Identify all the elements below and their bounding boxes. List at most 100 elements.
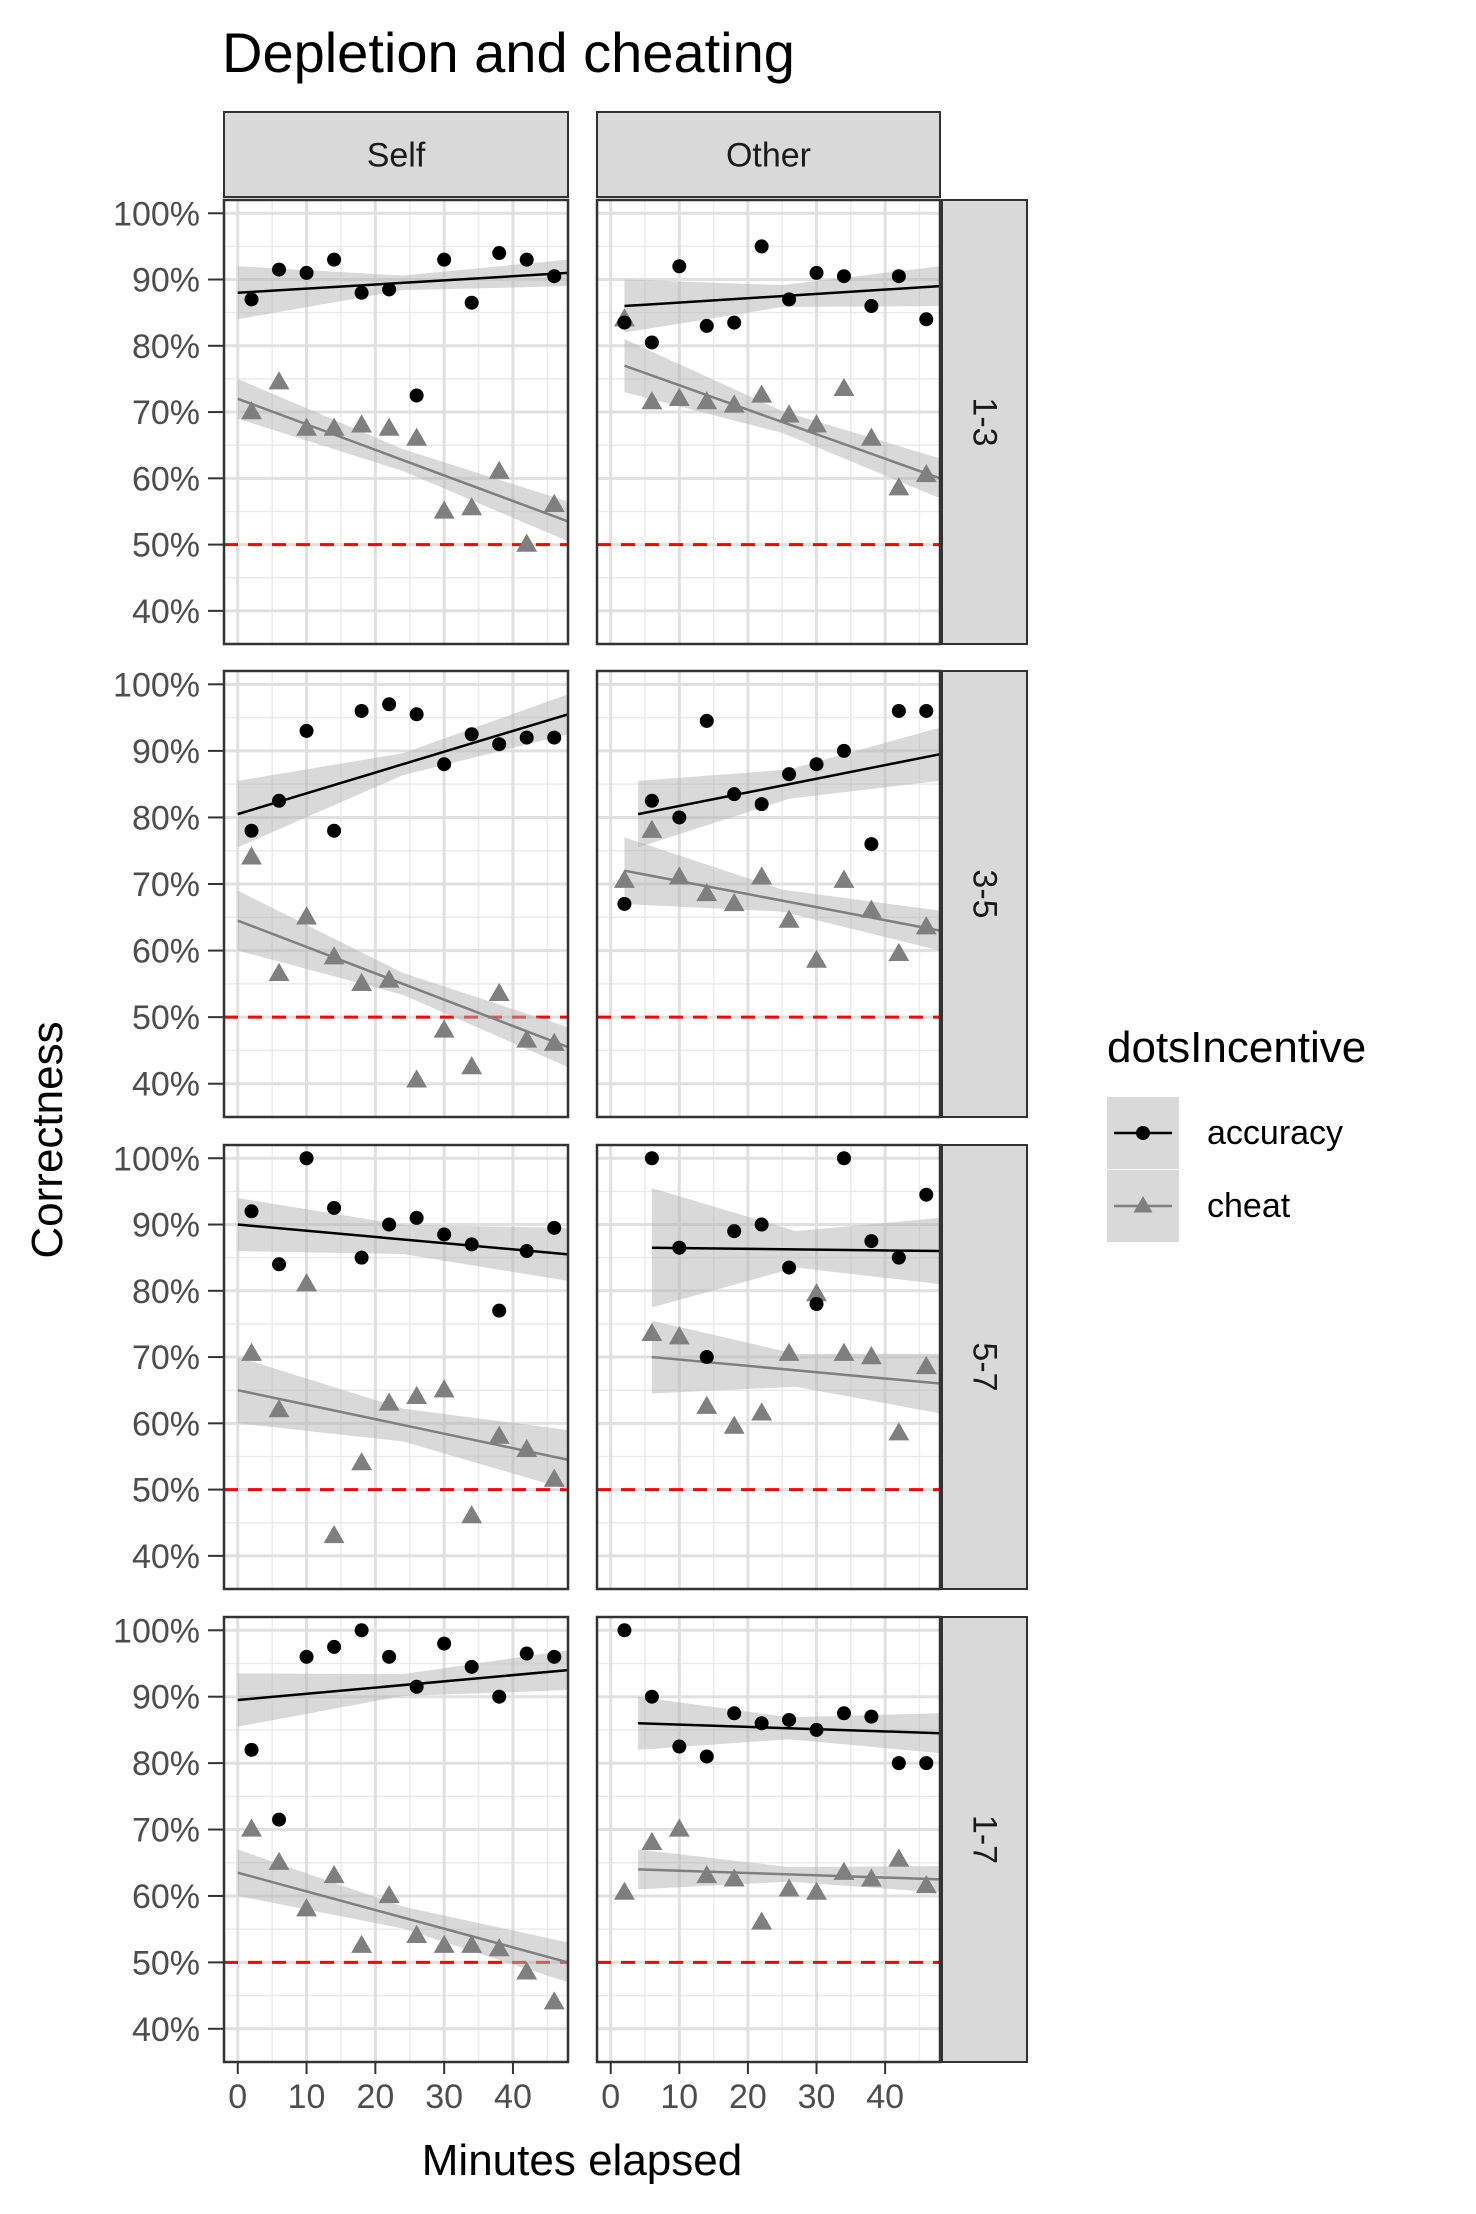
data-point-cheat — [833, 1861, 855, 1880]
panel-border — [595, 669, 942, 1119]
data-point-cheat — [751, 1911, 773, 1930]
data-point-accuracy — [409, 707, 424, 722]
data-point-accuracy — [727, 787, 742, 802]
legend-key-cheat — [1107, 1170, 1179, 1242]
data-point-cheat — [461, 497, 483, 516]
data-point-accuracy — [272, 262, 287, 277]
data-point-accuracy — [782, 292, 797, 307]
panel-border — [595, 1143, 942, 1591]
facet-strip-row-3-5: 3-5 — [941, 670, 1028, 1118]
data-point-cheat — [488, 1425, 510, 1444]
data-point-accuracy — [864, 1709, 879, 1724]
panel-marks — [224, 246, 568, 552]
data-point-cheat — [323, 1524, 345, 1544]
legend-label-accuracy: accuracy — [1207, 1114, 1343, 1152]
panel-marks — [224, 1151, 568, 1544]
y-tick-label: 80% — [132, 1745, 200, 1783]
y-tick-label: 100% — [113, 1140, 200, 1178]
legend-key-marker — [1133, 1196, 1153, 1213]
data-point-cheat — [751, 1402, 773, 1421]
data-point-accuracy — [244, 1204, 259, 1219]
panel-other-1-7 — [595, 1615, 942, 2064]
data-point-cheat — [516, 1029, 538, 1048]
data-point-accuracy — [919, 703, 934, 718]
data-point-accuracy — [836, 1151, 851, 1166]
x-axis-title: Minutes elapsed — [422, 2136, 742, 2185]
data-point-accuracy — [354, 703, 369, 718]
data-point-cheat — [778, 1342, 800, 1361]
y-tick-label: 70% — [132, 866, 200, 904]
data-point-accuracy — [354, 285, 369, 300]
data-point-accuracy — [727, 1706, 742, 1721]
data-point-accuracy — [272, 793, 287, 808]
data-point-cheat — [778, 1878, 800, 1897]
data-point-accuracy — [382, 1649, 397, 1664]
data-point-accuracy — [836, 269, 851, 284]
facet-strip-bg — [596, 111, 941, 198]
data-point-accuracy — [409, 388, 424, 403]
legend-label-cheat: cheat — [1207, 1187, 1291, 1225]
data-point-cheat — [806, 1283, 827, 1302]
data-point-accuracy — [272, 1812, 287, 1827]
panel-other-3-5 — [595, 669, 942, 1119]
data-point-cheat — [378, 417, 400, 436]
panel-border — [222, 198, 570, 646]
data-point-accuracy — [617, 1623, 632, 1638]
data-point-accuracy — [327, 1200, 342, 1215]
data-point-cheat — [888, 477, 910, 496]
data-point-cheat — [668, 387, 690, 406]
data-point-cheat — [543, 1991, 565, 2010]
data-point-cheat — [488, 460, 510, 479]
data-point-cheat — [833, 1342, 855, 1361]
y-tick-label: 70% — [132, 1812, 200, 1850]
data-point-accuracy — [864, 299, 879, 314]
data-point-accuracy — [327, 1639, 342, 1654]
panel-border — [222, 669, 570, 1119]
data-point-accuracy — [354, 1623, 369, 1638]
data-point-accuracy — [437, 1636, 452, 1651]
data-point-accuracy — [382, 1217, 397, 1232]
y-axis-title: Correctness — [23, 1021, 72, 1258]
panel-marks — [597, 239, 940, 547]
data-point-accuracy — [699, 318, 714, 333]
data-point-accuracy — [547, 730, 562, 745]
data-point-accuracy — [464, 295, 479, 310]
confidence-band-cheat — [237, 890, 568, 1068]
facet-strip-other: Other — [596, 111, 941, 198]
data-point-accuracy — [354, 1250, 369, 1265]
y-tick-label: 40% — [132, 2011, 200, 2049]
panel-border — [595, 198, 942, 646]
data-point-cheat — [543, 493, 565, 512]
data-point-accuracy — [891, 269, 906, 284]
data-point-cheat — [888, 942, 910, 962]
data-point-cheat — [268, 1851, 290, 1870]
trend-line-cheat — [237, 1388, 568, 1461]
confidence-band-accuracy — [237, 694, 568, 848]
data-point-accuracy — [782, 1260, 797, 1275]
data-point-cheat — [406, 427, 428, 446]
panel-other-5-7 — [595, 1143, 942, 1591]
x-tick-label: 20 — [356, 2078, 394, 2116]
data-point-accuracy — [672, 1739, 687, 1754]
data-point-cheat — [461, 1505, 483, 1524]
data-point-accuracy — [617, 315, 632, 330]
data-point-cheat — [351, 1934, 373, 1953]
data-point-cheat — [241, 401, 262, 420]
data-point-cheat — [641, 1831, 663, 1850]
y-tick-label: 90% — [132, 1207, 200, 1245]
panel-marks — [597, 703, 940, 1019]
trend-line-cheat — [638, 1868, 940, 1881]
data-point-accuracy — [727, 1224, 742, 1239]
data-point-cheat — [613, 869, 635, 888]
data-point-accuracy — [437, 1227, 452, 1242]
confidence-band-accuracy — [237, 259, 568, 320]
trend-line-accuracy — [651, 1246, 940, 1253]
data-point-cheat — [915, 916, 937, 935]
data-point-accuracy — [464, 1237, 479, 1252]
data-point-cheat — [723, 1868, 745, 1887]
data-point-accuracy — [919, 1187, 934, 1202]
trend-line-accuracy — [624, 284, 940, 308]
data-point-accuracy — [699, 713, 714, 728]
confidence-band-accuracy — [638, 727, 940, 848]
data-point-accuracy — [809, 1722, 824, 1737]
